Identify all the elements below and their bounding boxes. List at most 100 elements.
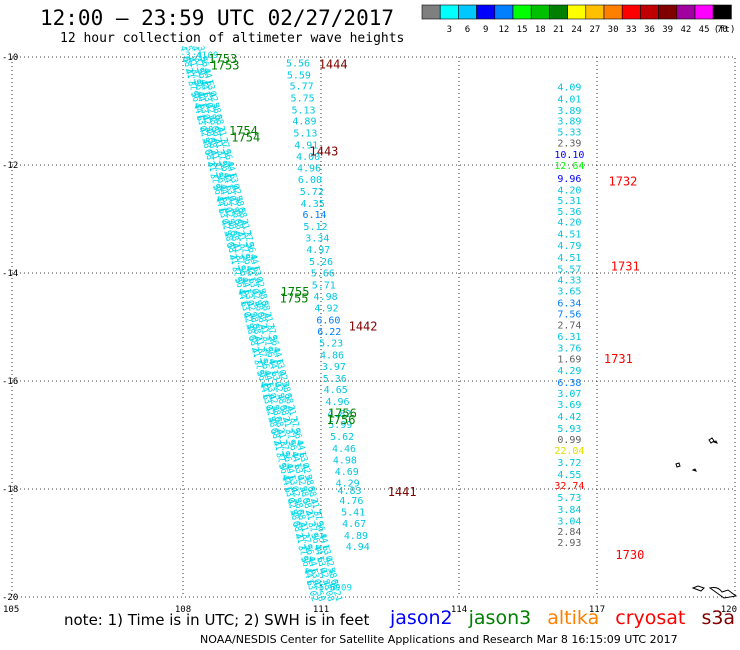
east-track-value: 9.96 [557,174,581,185]
footer-note: note: 1) Time is in UTC; 2) SWH is in fe… [64,611,370,629]
east-track-value: 3.76 [557,344,581,355]
middle-track-value: 4.67 [342,519,366,530]
credit-line: NOAA/NESDIS Center for Satellite Applica… [200,633,678,646]
pass-time-label: 1753 [211,59,240,73]
lon-tick-label: 120 [721,605,737,615]
middle-track-value: 5.41 [341,508,365,519]
colorbar-tick-label: 33 [626,25,637,35]
east-track-value: 7.56 [557,310,581,321]
pass-time-label: 1755 [281,285,310,299]
east-track-value: 3.72 [557,458,581,469]
satellite-legend: jason2 jason3 altika cryosat s3a [390,607,740,629]
pass-time-labels: 1444 1443 1442 1441 1732 1731 1731 1730 17531753… [208,52,644,562]
west-satellite-tracks: 4.085.214.773.965.444.136.024.584.085.21… [177,45,352,603]
east-track-value: 12.64 [554,161,584,172]
pass-time-label: 1732 [609,175,638,189]
east-track-value: 2.39 [557,138,581,149]
middle-track-value: 4.92 [314,304,338,315]
middle-track-value: 5.23 [319,339,343,350]
lat-tick-label: -20 [2,593,18,603]
island-shape [675,462,697,472]
middle-track-value: 4.89 [292,117,316,128]
middle-track-value: 5.77 [290,82,314,93]
middle-track-value: 5.75 [291,94,315,105]
middle-track-value: 4.98 [314,292,338,303]
axis-labels: 105 108 111 114 117 120 -10 -12 -14 -16 -18 -20 [2,53,737,615]
colorbar-tick-label: 39 [662,25,673,35]
pass-time-label: 1731 [611,259,640,273]
middle-track-value: 5.66 [311,268,335,279]
middle-track-value: 4.76 [339,496,363,507]
middle-track-value: 6.60 [316,315,340,326]
middle-track-value: 4.86 [320,351,344,362]
middle-track-value: 5.13 [291,105,315,116]
colorbar-swatch [421,4,441,20]
east-track-value: 6.38 [557,378,581,389]
pass-time-label: 1756 [327,413,356,427]
middle-track-value: 5.62 [330,432,354,443]
map-frame [11,56,736,598]
middle-track-value: 3.97 [322,362,346,373]
east-track-value: 4.51 [557,230,581,241]
middle-track-value: 4.91 [294,140,318,151]
colorbar-tick-label: 70 [717,25,728,35]
pass-time-label: 1756 [328,406,357,420]
east-track-value: 4.01 [557,95,581,106]
legend-jason3: jason3 [468,607,532,629]
colorbar-swatch [585,4,605,20]
middle-track-value: 4.82 [327,409,351,420]
colorbar-swatch [712,4,732,20]
colorbar-swatch [567,4,587,20]
colorbar-swatch [476,4,496,20]
east-track-value: 6.34 [557,299,581,310]
east-track-value: 5.73 [557,493,581,504]
colorbar-tick-label: 45 [699,25,710,35]
east-track-value: 3.04 [557,516,581,527]
east-track-value: 4.20 [557,185,581,196]
east-track-value: 3.69 [557,400,581,411]
pass-time-label: 1444 [319,57,348,71]
colorbar-unit: (ft) [714,25,736,35]
east-track-value: 5.36 [557,207,581,218]
middle-track-value: 4.69 [335,467,359,478]
pass-time-label: 1754 [231,130,260,144]
pass-time-label: 1442 [349,319,378,333]
middle-track-value: 5.59 [287,70,311,81]
colorbar-tick-label: 15 [517,25,528,35]
east-track-value: 0.99 [557,435,581,446]
colorbar-swatch [530,4,550,20]
lat-tick-label: -12 [2,161,18,171]
middle-track-value: 5.56 [286,58,310,69]
middle-track-value: 6.00 [298,175,322,186]
middle-track-value: 4.89 [344,531,368,542]
east-track-value: 4.33 [557,275,581,286]
east-track-value: 32.74 [554,481,584,492]
east-track-value: 4.55 [557,470,581,481]
east-track-value: 3.84 [557,505,581,516]
middle-track-value: 4.00 [296,152,320,163]
colorbar-swatch [458,4,477,20]
legend-altika: altika [547,607,600,629]
map-subtitle: 12 hour collection of altimeter wave hei… [60,31,405,46]
middle-track-value: 5.72 [300,187,324,198]
legend-s3a: s3a [701,607,736,629]
middle-track-value: 4.65 [324,385,348,396]
east-satellite-track: 4.094.013.893.895.332.3910.1012.649.964.… [554,83,584,549]
colorbar-swatch [640,4,659,20]
east-track-value: 3.07 [557,389,581,400]
middle-track-value: 4.96 [326,397,350,408]
colorbar-tick-label: 18 [535,25,546,35]
middle-track-value: 4.46 [332,444,356,455]
pass-time-label: 1755 [280,291,309,305]
east-track-value: 4.51 [557,253,581,264]
west-track-value: 6.09 [330,584,352,594]
map-title: 12:00 – 23:59 UTC 02/27/2017 [40,6,395,30]
lon-tick-label: 114 [451,605,467,615]
west-track-value: 5.59 [319,584,341,594]
east-track-value: 4.20 [557,218,581,229]
colorbar-swatch [494,4,514,20]
colorbar-tick-label: 36 [644,25,655,35]
east-track-value: 4.09 [557,83,581,94]
east-track-value: 2.74 [557,320,581,331]
